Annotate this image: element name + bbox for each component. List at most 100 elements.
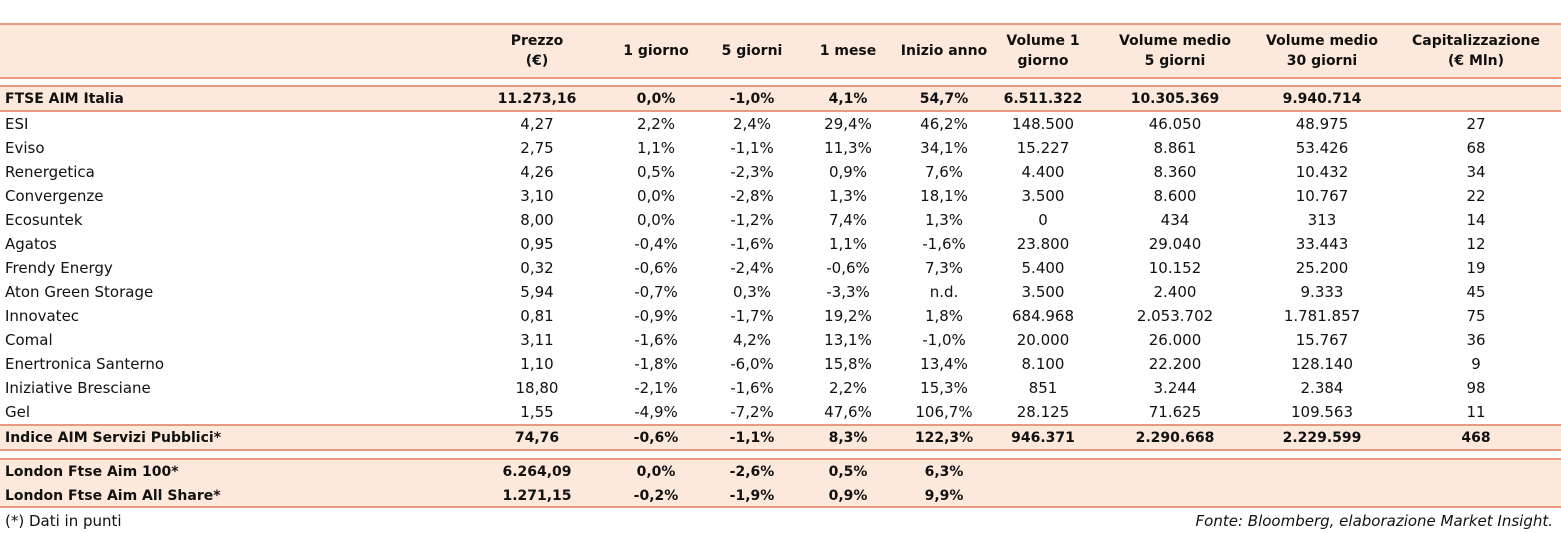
cell: 3.244 xyxy=(1153,379,1197,397)
cell: 8.360 xyxy=(1153,163,1197,181)
cell: 23.800 xyxy=(1016,235,1070,253)
cell: 2.384 xyxy=(1300,379,1344,397)
cell: 22.200 xyxy=(1148,355,1202,373)
cell: 9.333 xyxy=(1300,283,1344,301)
cell: 71.625 xyxy=(1148,403,1202,421)
cell: -1,1% xyxy=(729,430,775,446)
row-name: ESI xyxy=(5,115,29,133)
cell: -2,4% xyxy=(730,259,774,277)
column-header: (€ Mln) xyxy=(1447,53,1505,69)
cell: 9 xyxy=(1471,355,1481,373)
cell: 10.767 xyxy=(1295,187,1349,205)
cell: -7,2% xyxy=(730,403,774,421)
cell: 0,5% xyxy=(828,464,868,480)
cell: 34 xyxy=(1466,163,1486,181)
cell: 0,81 xyxy=(520,307,554,325)
cell: 13,1% xyxy=(824,331,872,349)
cell: 1,8% xyxy=(924,307,964,325)
cell: 122,3% xyxy=(914,430,974,446)
cell: -4,9% xyxy=(634,403,678,421)
cell: 10.305.369 xyxy=(1130,91,1220,107)
cell: 4,2% xyxy=(732,331,772,349)
cell: 53.426 xyxy=(1295,139,1349,157)
cell: 468 xyxy=(1461,430,1491,446)
cell: -0,9% xyxy=(634,307,678,325)
cell: 27 xyxy=(1466,115,1486,133)
cell: -3,3% xyxy=(826,283,870,301)
cell: 106,7% xyxy=(915,403,973,421)
cell: 684.968 xyxy=(1011,307,1075,325)
row-name: Convergenze xyxy=(5,187,104,205)
cell: 8.861 xyxy=(1153,139,1197,157)
cell: -1,0% xyxy=(922,331,966,349)
column-header: 1 mese xyxy=(819,43,877,59)
cell: 2.400 xyxy=(1153,283,1197,301)
header-band xyxy=(0,23,1561,79)
column-header: Volume medio xyxy=(1119,33,1231,49)
column-header: Prezzo xyxy=(510,33,564,49)
cell: 9,9% xyxy=(924,488,964,504)
cell: 10.152 xyxy=(1148,259,1202,277)
cell: 2.290.668 xyxy=(1135,430,1215,446)
cell: 19 xyxy=(1466,259,1486,277)
cell: -1,1% xyxy=(730,139,774,157)
cell: -2,8% xyxy=(730,187,774,205)
cell: 33.443 xyxy=(1295,235,1349,253)
row-name: Innovatec xyxy=(5,307,80,325)
column-header: 1 giorno xyxy=(623,43,689,59)
cell: 46.050 xyxy=(1148,115,1202,133)
cell: 68 xyxy=(1466,139,1486,157)
cell: 7,6% xyxy=(924,163,964,181)
cell: 0,95 xyxy=(520,235,554,253)
cell: 6.264,09 xyxy=(502,464,572,480)
column-header: 30 giorni xyxy=(1286,53,1358,69)
cell: 4.400 xyxy=(1021,163,1065,181)
cell: 946.371 xyxy=(1011,430,1075,446)
footer-note: (*) Dati in punti xyxy=(5,512,122,530)
cell: 851 xyxy=(1028,379,1058,397)
cell: 0,0% xyxy=(636,91,676,107)
cell: -0,4% xyxy=(634,235,678,253)
cell: 98 xyxy=(1466,379,1486,397)
column-header: Volume medio xyxy=(1266,33,1378,49)
cell: 48.975 xyxy=(1295,115,1349,133)
cell: 5,94 xyxy=(520,283,554,301)
cell: 1.271,15 xyxy=(502,488,572,504)
cell: 15,3% xyxy=(920,379,968,397)
cell: 3,11 xyxy=(520,331,554,349)
cell: 4,26 xyxy=(520,163,554,181)
cell: 0,32 xyxy=(520,259,554,277)
cell: 0,0% xyxy=(636,211,676,229)
cell: 4,27 xyxy=(520,115,554,133)
cell: -1,0% xyxy=(729,91,775,107)
cell: 3,10 xyxy=(520,187,554,205)
cell: 54,7% xyxy=(919,91,969,107)
cell: 2,4% xyxy=(732,115,772,133)
cell: 15,8% xyxy=(824,355,872,373)
cell: 148.500 xyxy=(1011,115,1075,133)
cell: 4,1% xyxy=(828,91,868,107)
cell: 22 xyxy=(1466,187,1486,205)
cell: n.d. xyxy=(929,283,959,301)
cell: -1,8% xyxy=(634,355,678,373)
cell: 5.400 xyxy=(1021,259,1065,277)
cell: -1,2% xyxy=(730,211,774,229)
cell: -6,0% xyxy=(730,355,774,373)
cell: 1,1% xyxy=(828,235,868,253)
cell: 8.100 xyxy=(1021,355,1065,373)
cell: 26.000 xyxy=(1148,331,1202,349)
cell: -2,1% xyxy=(634,379,678,397)
cell: 47,6% xyxy=(824,403,872,421)
cell: 74,76 xyxy=(514,430,560,446)
cell: 313 xyxy=(1307,211,1337,229)
column-header: (€) xyxy=(525,53,549,69)
cell: 109.563 xyxy=(1290,403,1354,421)
summary-band xyxy=(0,424,1561,451)
row-name: London Ftse Aim 100* xyxy=(5,464,179,480)
cell: 11 xyxy=(1466,403,1486,421)
index-band xyxy=(0,85,1561,112)
column-header: Capitalizzazione xyxy=(1411,33,1541,49)
cell: 7,3% xyxy=(924,259,964,277)
cell: 0,0% xyxy=(636,464,676,480)
